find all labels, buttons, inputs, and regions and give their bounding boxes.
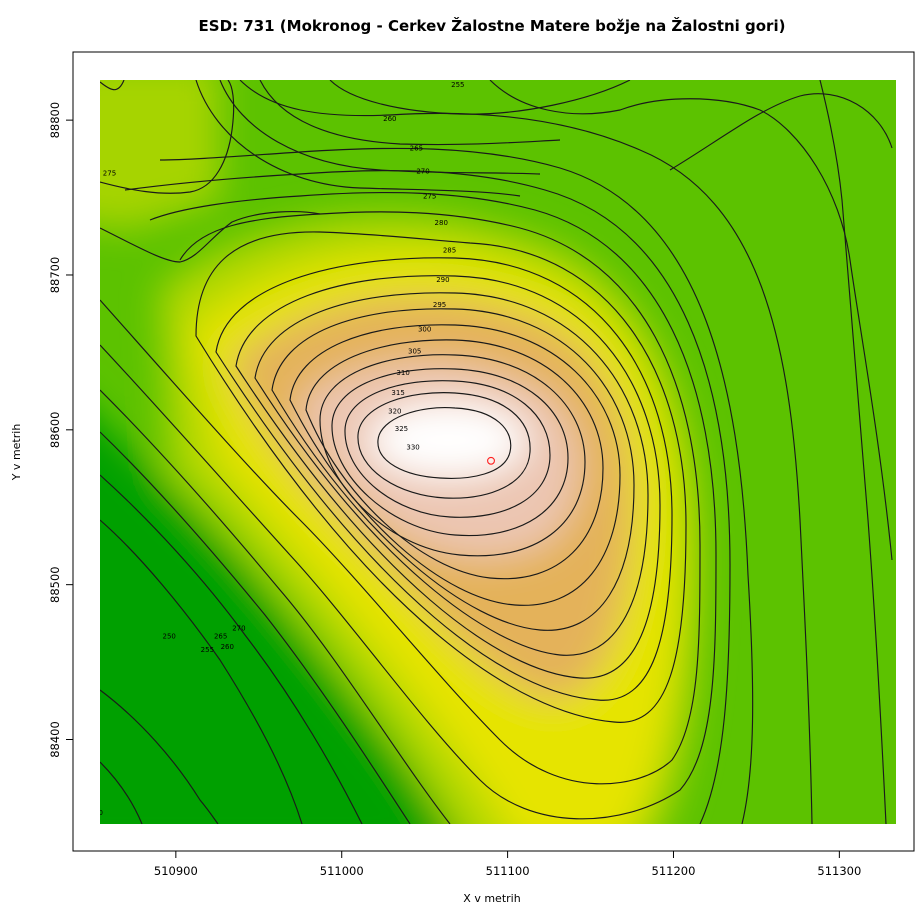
contour-260: [100, 170, 731, 824]
contour-305: [305, 339, 604, 580]
contour-245: [100, 80, 893, 824]
contour-label: 260: [221, 643, 234, 651]
contour-label: 295: [433, 301, 446, 309]
contour-290: [254, 292, 649, 656]
contour-label: 255: [451, 81, 464, 89]
y-tick-label: 88500: [48, 566, 62, 603]
contour-label: 265: [410, 145, 423, 153]
y-tick-label: 88700: [48, 257, 62, 294]
contour-label: 330: [406, 443, 419, 451]
contour-295: [271, 308, 635, 631]
contour-label-bg: [78, 551, 94, 559]
contour-260-top: [259, 80, 561, 146]
contour-label: 265: [214, 632, 227, 640]
x-tick-label: 511300: [817, 864, 861, 878]
contour-label: 260: [383, 115, 396, 123]
x-tick-label: 511200: [652, 864, 696, 878]
y-tick-label: 88400: [48, 721, 62, 758]
location-marker: [487, 456, 495, 465]
contour-285: [235, 275, 661, 679]
contour-label: 270: [416, 168, 429, 176]
y-tick-label: 88600: [48, 412, 62, 449]
contour-245-lower: [100, 689, 219, 824]
contour-325: [357, 392, 531, 499]
contour-label: 290: [436, 276, 449, 284]
contour-320: [344, 380, 551, 518]
contour-lines: [100, 80, 893, 824]
contour-label: 320: [388, 408, 401, 416]
contour-label: 250: [90, 809, 103, 817]
contour-330: [377, 406, 512, 479]
contour-label-bg: [85, 723, 101, 731]
contour-265: [100, 191, 717, 820]
contour-315: [331, 368, 569, 537]
contour-label: 245: [86, 724, 99, 732]
contour-275-upper: [100, 80, 235, 194]
contour-label: 255: [201, 646, 214, 654]
contour-255: [100, 147, 754, 824]
contour-label: 280: [435, 219, 448, 227]
contour-label: 275: [423, 193, 436, 201]
contour-label: 305: [408, 347, 421, 355]
contour-label: 250: [163, 632, 176, 640]
x-tick-label: 511100: [486, 864, 530, 878]
x-axis-label: X v metrih: [463, 892, 520, 905]
x-axis: 510900 511000 511100 511200 511300: [154, 851, 861, 878]
contour-255-top: [329, 80, 631, 115]
contour-300: [289, 324, 621, 606]
contour-270: [100, 211, 701, 785]
contour-label: 310: [396, 369, 409, 377]
y-tick-label: 88800: [48, 102, 62, 139]
contour-280: [215, 257, 673, 701]
x-tick-label: 511000: [320, 864, 364, 878]
contour-270-top: [195, 80, 521, 197]
contour-label: 285: [443, 247, 456, 255]
contour-310: [319, 354, 586, 557]
x-tick-label: 510900: [154, 864, 198, 878]
color-field: [100, 80, 896, 824]
contour-270-upper: [100, 211, 321, 263]
contour-250-lower: [100, 761, 143, 824]
plot-frame: [72, 51, 915, 852]
contour-250: [100, 80, 813, 824]
contour-label: 245: [80, 552, 93, 560]
contour-label: 300: [418, 326, 431, 334]
contour-labels: 255 260 265 270 275 280 285 290 295 300 305 310 315 3…: [78, 81, 465, 817]
contour-265-top: [219, 80, 541, 175]
chart-title: ESD: 731 (Mokronog - Cerkev Žalostne Mat…: [199, 16, 786, 35]
contour-label: 315: [391, 389, 404, 397]
contour-label: 275: [103, 169, 116, 177]
contour-right-2: [819, 80, 887, 824]
contour-label: 270: [232, 625, 245, 633]
contour-right-1: [669, 93, 893, 171]
contour-label: 325: [395, 425, 408, 433]
contour-270-topleft: [100, 80, 125, 91]
y-axis: 88400 88500 88600 88700 88800: [48, 102, 73, 758]
contour-275: [195, 231, 687, 723]
y-axis-label: Y v metrih: [10, 424, 23, 482]
